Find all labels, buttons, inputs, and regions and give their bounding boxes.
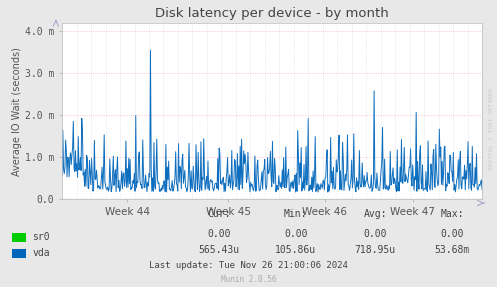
Text: RRDTOOL / TOBI OETIKER: RRDTOOL / TOBI OETIKER xyxy=(488,88,493,170)
Text: sr0: sr0 xyxy=(32,232,50,242)
Text: 565.43u: 565.43u xyxy=(198,245,239,255)
Text: Max:: Max: xyxy=(440,209,464,219)
Text: 53.68m: 53.68m xyxy=(435,245,470,255)
Text: 0.00: 0.00 xyxy=(207,229,231,239)
Text: 0.00: 0.00 xyxy=(284,229,308,239)
Text: 105.86u: 105.86u xyxy=(275,245,316,255)
Text: Munin 2.0.56: Munin 2.0.56 xyxy=(221,275,276,284)
Text: Avg:: Avg: xyxy=(363,209,387,219)
Text: 0.00: 0.00 xyxy=(440,229,464,239)
Text: 718.95u: 718.95u xyxy=(355,245,396,255)
Text: Cur:: Cur: xyxy=(207,209,231,219)
Text: vda: vda xyxy=(32,248,50,257)
Title: Disk latency per device - by month: Disk latency per device - by month xyxy=(155,7,389,20)
Text: Min:: Min: xyxy=(284,209,308,219)
Y-axis label: Average IO Wait (seconds): Average IO Wait (seconds) xyxy=(12,47,22,176)
Text: 0.00: 0.00 xyxy=(363,229,387,239)
Text: Last update: Tue Nov 26 21:00:06 2024: Last update: Tue Nov 26 21:00:06 2024 xyxy=(149,261,348,270)
